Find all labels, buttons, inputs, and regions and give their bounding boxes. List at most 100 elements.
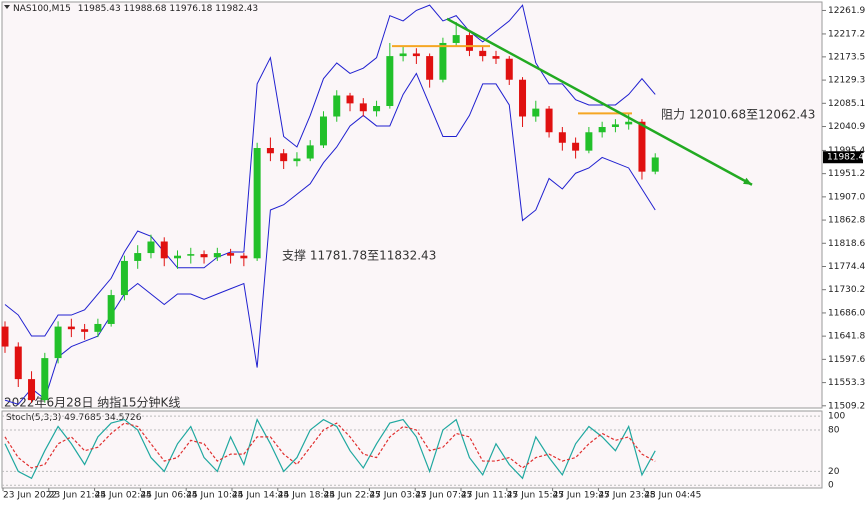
candle-body xyxy=(492,56,500,59)
y-tick-label: 0 xyxy=(828,481,834,491)
y-tick-label: 12217.20 xyxy=(828,29,865,39)
y-tick-label: 11730.25 xyxy=(828,285,865,295)
high: 11988.68 xyxy=(124,4,167,14)
close: 11982.43 xyxy=(215,4,258,14)
candle-body xyxy=(67,326,75,330)
candle-body xyxy=(107,295,115,324)
x-tick-label: 27 Jun 23:45 xyxy=(598,491,655,501)
resistance-note: 阻力 12010.68至12062.43 xyxy=(661,108,815,122)
stoch-name: Stoch(5,3,3) xyxy=(6,413,61,423)
price-box xyxy=(823,151,863,164)
candle-body xyxy=(306,145,314,159)
y-tick-label: 12261.90 xyxy=(828,6,865,16)
stoch-main xyxy=(4,418,656,480)
candle-body xyxy=(465,35,473,51)
candle-body xyxy=(558,132,566,143)
candle-body xyxy=(134,253,142,261)
candle-body xyxy=(120,260,128,296)
y-tick-label: 11774.40 xyxy=(828,262,865,272)
candle-body xyxy=(94,323,102,332)
candle-body xyxy=(174,255,182,259)
x-tick-label: 27 Jun 11:45 xyxy=(461,491,518,501)
support-note: 支撑 11781.78至11832.43 xyxy=(282,248,436,263)
candle-body xyxy=(280,153,288,162)
x-tick-label: 24 Jun 02:45 xyxy=(95,491,152,501)
candle-body xyxy=(638,121,646,172)
candle-body xyxy=(439,42,447,80)
y-tick-label: 11951.20 xyxy=(828,169,865,179)
candle-body xyxy=(200,254,208,258)
x-tick-label: 24 Jun 06:45 xyxy=(140,491,197,501)
price-box-label: 11982.43 xyxy=(827,153,865,163)
x-tick-label: 27 Jun 07:45 xyxy=(415,491,472,501)
candle-body xyxy=(651,157,659,172)
candle-body xyxy=(14,346,22,380)
x-tick-label: 27 Jun 15:45 xyxy=(507,491,564,501)
low: 11976.18 xyxy=(169,4,212,14)
candle-body xyxy=(346,95,354,104)
candle-body xyxy=(505,58,513,80)
trend-arrow xyxy=(743,177,752,185)
y-tick-label: 12040.90 xyxy=(828,122,865,132)
price-panel xyxy=(1,1,823,409)
x-tick-label: 24 Jun 22:45 xyxy=(324,491,381,501)
candle-body xyxy=(319,116,327,146)
y-tick-label: 11818.60 xyxy=(828,239,865,249)
y-tick-label: 11553.35 xyxy=(828,378,865,388)
x-tick-label: 27 Jun 03:45 xyxy=(369,491,426,501)
candle-body xyxy=(266,148,274,154)
y-tick-label: 11597.60 xyxy=(828,355,865,365)
candle-body xyxy=(625,121,633,125)
x-tick-label: 28 Jun 04:45 xyxy=(644,491,701,501)
candle-body xyxy=(28,379,36,401)
y-tick-label: 20 xyxy=(828,467,840,477)
candle-body xyxy=(213,253,221,258)
candle-body xyxy=(41,358,49,401)
bollinger-band xyxy=(4,4,656,337)
stoch-signal xyxy=(4,422,656,469)
candle-body xyxy=(253,148,261,259)
candle-body xyxy=(160,241,168,259)
candle-body xyxy=(412,53,420,57)
candle-body xyxy=(293,158,301,162)
x-tick-label: 23 Jun 21:45 xyxy=(49,491,106,501)
candle-body xyxy=(585,132,593,151)
candle-body xyxy=(399,53,407,57)
x-tick-label: 24 Jun 14:45 xyxy=(232,491,289,501)
y-tick-label: 11995.40 xyxy=(828,146,865,156)
y-tick-label: 12129.30 xyxy=(828,76,865,86)
trend-line xyxy=(446,17,753,186)
candle-body xyxy=(386,56,394,106)
stoch-signal-reading: 34.5726 xyxy=(104,413,141,423)
candle-body xyxy=(532,108,540,117)
y-tick-label: 100 xyxy=(828,412,845,422)
y-tick-label: 11862.80 xyxy=(828,216,865,226)
x-tick-label: 27 Jun 19:45 xyxy=(553,491,610,501)
y-tick-label: 80 xyxy=(828,425,840,435)
candle-body xyxy=(426,56,434,80)
candle-body xyxy=(519,79,527,117)
y-tick-label: 11641.80 xyxy=(828,332,865,342)
candle-body xyxy=(240,255,248,259)
x-tick-label: 23 Jun 2022 xyxy=(3,491,57,501)
candle-body xyxy=(452,35,460,43)
y-tick-label: 11907.00 xyxy=(828,192,865,202)
stoch-panel xyxy=(1,410,823,489)
candle-body xyxy=(572,142,580,151)
candle-body xyxy=(373,105,381,112)
symbol: NAS100,M15 xyxy=(13,4,71,14)
candle-body xyxy=(187,254,195,256)
open: 11985.43 xyxy=(78,4,121,14)
stoch-main-reading: 49.7685 xyxy=(64,413,101,423)
candle-body xyxy=(611,124,619,128)
candle-body xyxy=(359,103,367,112)
x-tick-label: 24 Jun 18:45 xyxy=(278,491,335,501)
candle-body xyxy=(333,95,341,117)
candle-body xyxy=(598,127,606,133)
y-tick-label: 12173.55 xyxy=(828,52,865,62)
header: NAS100,M15 11985.43 11988.68 11976.18 11… xyxy=(13,4,258,14)
candle-body xyxy=(54,326,62,359)
y-tick-label: 11686.00 xyxy=(828,308,865,318)
y-tick-label: 12085.10 xyxy=(828,99,865,109)
